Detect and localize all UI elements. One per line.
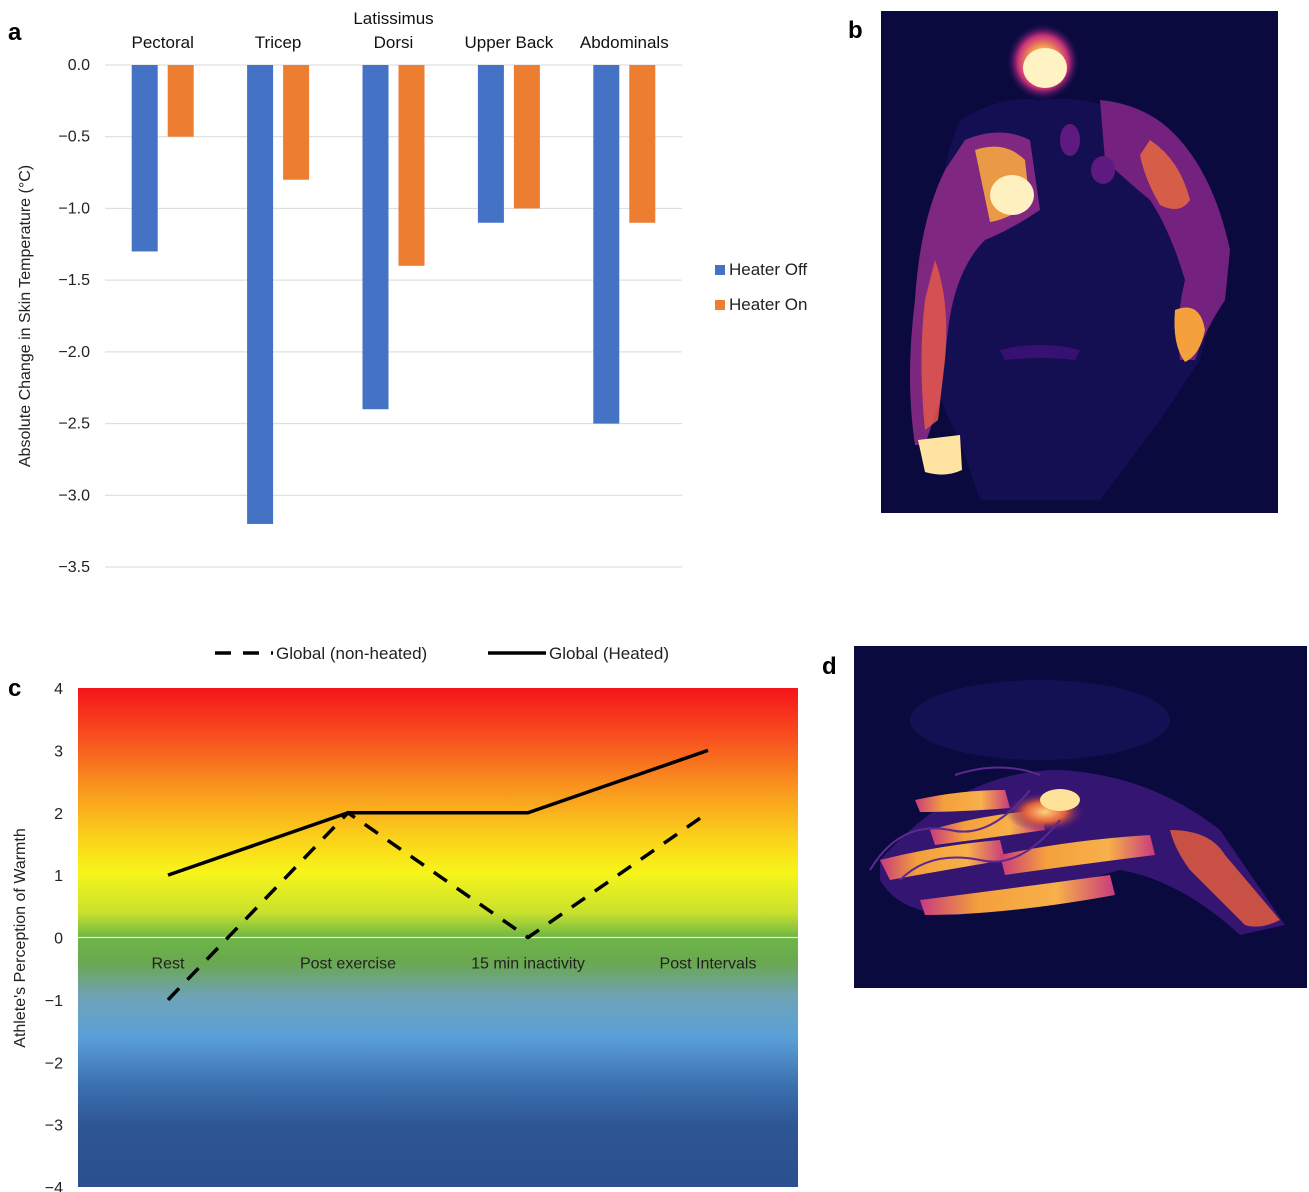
y-axis-title: Absolute Change in Skin Temperature (°C) (17, 165, 34, 467)
category-label: Tricep (255, 33, 302, 52)
bar-heater-on (629, 65, 656, 223)
category-label: Pectoral (132, 33, 194, 52)
category-label: Dorsi (374, 33, 414, 52)
legend-label: Global (Heated) (549, 644, 669, 663)
bar-heater-off (477, 65, 504, 223)
panel-letter-b: b (848, 17, 863, 44)
category-label: 15 min inactivity (471, 956, 585, 973)
y-tick-label: −3 (45, 1118, 63, 1135)
series-line-dashed (166, 811, 709, 1002)
legend-label: Global (non-heated) (276, 644, 427, 663)
bar-heater-on (398, 65, 425, 266)
category-label: Abdominals (580, 33, 669, 52)
y-tick-label: −0.5 (58, 129, 90, 146)
bar-heater-off (131, 65, 158, 252)
y-tick-label: −1.0 (58, 200, 90, 217)
bar-heater-off (362, 65, 389, 410)
y-tick-label: 2 (54, 806, 63, 823)
y-tick-label: 0.0 (68, 57, 90, 74)
y-tick-label: −3.5 (58, 559, 90, 576)
y-axis-title: Athlete's Perception of Warmth (12, 828, 29, 1047)
category-label: Rest (152, 956, 185, 973)
category-label: Upper Back (464, 33, 553, 52)
bar-heater-off (593, 65, 620, 424)
y-tick-label: −3.0 (58, 487, 90, 504)
category-label: Post exercise (300, 956, 396, 973)
bar-chart-skin-temperature: 0.0 −0.5 −1.0 −1.5 −2.0 −2.5 −3.0 −3.5 Pectoral T… (17, 9, 807, 576)
y-tick-label: −1.5 (58, 272, 90, 289)
bar-heater-on (167, 65, 194, 137)
legend-label: Heater On (729, 295, 807, 314)
series-line-solid (167, 748, 709, 877)
bar-heater-on (513, 65, 540, 209)
thermal-image-vest (854, 646, 1307, 988)
y-tick-label: −1 (45, 993, 63, 1010)
legend-swatch (715, 265, 725, 275)
panel-letter-c: c (8, 675, 21, 702)
category-label: Post Intervals (660, 956, 757, 973)
bar-heater-off (247, 65, 274, 524)
y-tick-label: 1 (54, 868, 63, 885)
category-label: Latissimus (353, 9, 433, 28)
thermal-image-back (881, 11, 1278, 513)
panel-letter-d: d (822, 653, 837, 680)
y-tick-label: −2 (45, 1055, 63, 1072)
legend-swatch (715, 300, 725, 310)
panel-letter-a: a (8, 19, 22, 46)
y-tick-label: −2.5 (58, 416, 90, 433)
y-tick-label: −4 (45, 1180, 63, 1192)
y-tick-label: 0 (54, 931, 63, 948)
y-tick-label: 4 (54, 681, 63, 698)
y-tick-label: 3 (54, 743, 63, 760)
bar-heater-on (283, 65, 310, 180)
line-chart-warmth-perception: 4 3 2 1 0 −1 −2 −3 −4 Rest Post exercise 15 min ina… (12, 644, 798, 1192)
legend-label: Heater Off (729, 260, 807, 279)
y-tick-label: −2.0 (58, 344, 90, 361)
